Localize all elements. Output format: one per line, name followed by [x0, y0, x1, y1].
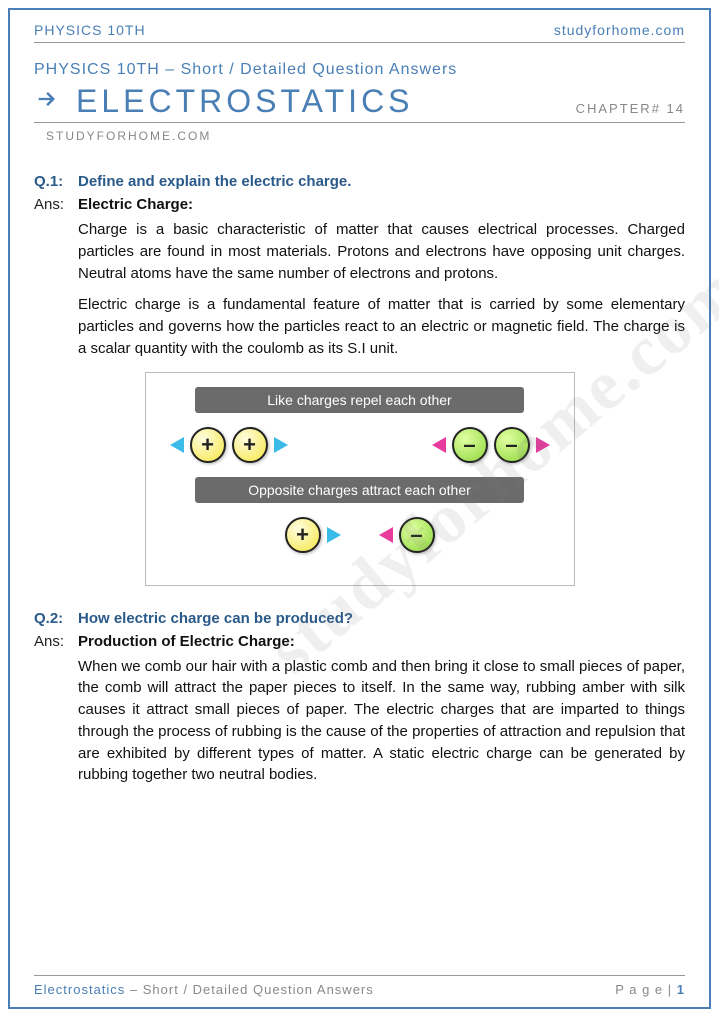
footer-left: Electrostatics – Short / Detailed Questi… [34, 982, 374, 997]
subtitle: PHYSICS 10TH – Short / Detailed Question… [34, 61, 685, 79]
charge-diagram: Like charges repel each other + + – – [145, 372, 575, 586]
positive-pair: + + [170, 427, 288, 463]
q2-label: Q.2: [34, 610, 78, 627]
page-frame: studyforhome.com PHYSICS 10TH studyforho… [8, 8, 711, 1009]
negative-charge-icon: – [399, 517, 435, 553]
negative-pair: – – [432, 427, 550, 463]
header-left: PHYSICS 10TH [34, 22, 146, 38]
negative-single: – [379, 517, 435, 553]
attract-row: + – [166, 517, 554, 553]
arrow-right-icon [327, 527, 341, 543]
page-number: 1 [677, 982, 685, 997]
arrow-left-icon [432, 437, 446, 453]
diagram-container: Like charges repel each other + + – – [34, 372, 685, 586]
q1-paragraph-2: Electric charge is a fundamental feature… [78, 294, 685, 359]
arrow-right-icon [536, 437, 550, 453]
source-label: STUDYFORHOME.COM [46, 129, 685, 143]
question-row: Q.1: Define and explain the electric cha… [34, 173, 685, 190]
footer-sub: – Short / Detailed Question Answers [125, 982, 373, 997]
content: Q.1: Define and explain the electric cha… [34, 173, 685, 786]
arrow-left-icon [170, 437, 184, 453]
header-right: studyforhome.com [554, 22, 685, 38]
q1-paragraph-1: Charge is a basic characteristic of matt… [78, 219, 685, 284]
question-row: Q.2: How electric charge can be produced… [34, 610, 685, 627]
q1-ans-title: Electric Charge: [78, 196, 193, 213]
arrow-left-icon [379, 527, 393, 543]
answer-row: Ans: Electric Charge: [34, 196, 685, 213]
chapter-label: CHAPTER# 14 [576, 101, 685, 120]
q2-ans-label: Ans: [34, 633, 78, 650]
arrow-right-icon [274, 437, 288, 453]
repel-row: + + – – [166, 427, 554, 463]
page-label: P a g e | [615, 982, 677, 997]
positive-single: + [285, 517, 341, 553]
negative-charge-icon: – [494, 427, 530, 463]
q1-text: Define and explain the electric charge. [78, 173, 351, 190]
positive-charge-icon: + [232, 427, 268, 463]
answer-row: Ans: Production of Electric Charge: [34, 633, 685, 650]
banner-attract: Opposite charges attract each other [195, 477, 525, 503]
page-title: ELECTROSTATICS [76, 83, 414, 120]
footer-title: Electrostatics [34, 982, 125, 997]
top-bar: PHYSICS 10TH studyforhome.com [34, 22, 685, 43]
footer-right: P a g e | 1 [615, 982, 685, 997]
q1-ans-label: Ans: [34, 196, 78, 213]
footer: Electrostatics – Short / Detailed Questi… [34, 975, 685, 997]
positive-charge-icon: + [190, 427, 226, 463]
banner-repel: Like charges repel each other [195, 387, 525, 413]
q2-ans-title: Production of Electric Charge: [78, 633, 295, 650]
positive-charge-icon: + [285, 517, 321, 553]
negative-charge-icon: – [452, 427, 488, 463]
q2-text: How electric charge can be produced? [78, 610, 353, 627]
title-row: ELECTROSTATICS CHAPTER# 14 [34, 83, 685, 123]
q2-paragraph-1: When we comb our hair with a plastic com… [78, 656, 685, 787]
arrow-right-icon [34, 85, 62, 118]
q1-label: Q.1: [34, 173, 78, 190]
